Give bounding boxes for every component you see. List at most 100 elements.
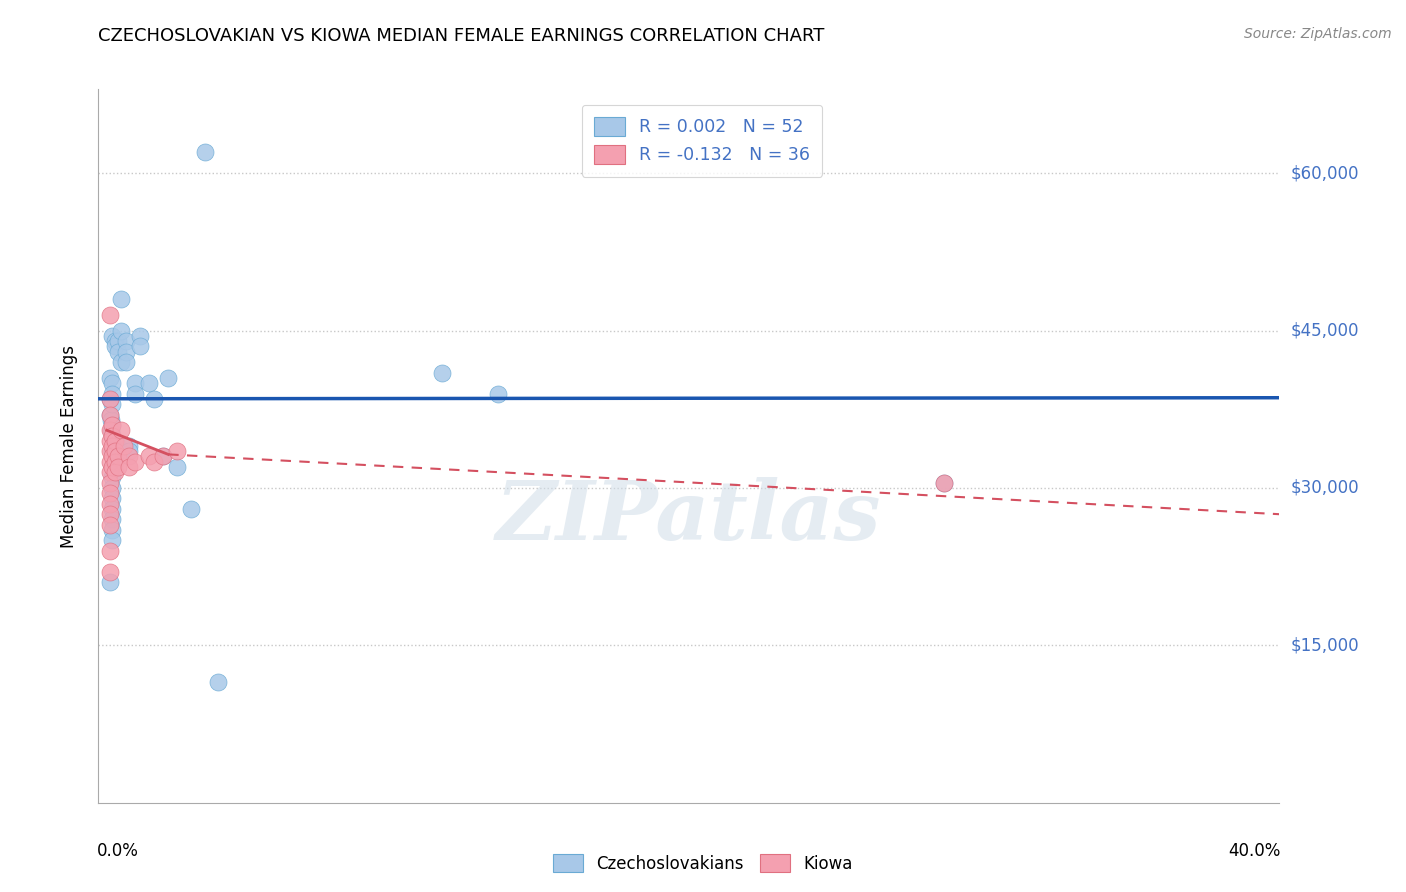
Point <box>98 392 121 406</box>
Point <box>138 450 160 464</box>
Point <box>101 417 124 432</box>
Point <box>98 507 121 521</box>
Point <box>101 460 124 475</box>
Point <box>115 334 138 348</box>
Point <box>118 450 141 464</box>
Point <box>166 460 188 475</box>
Point <box>101 439 124 453</box>
Point <box>118 460 141 475</box>
Point <box>107 444 129 458</box>
Point <box>934 475 956 490</box>
Point <box>98 444 121 458</box>
Y-axis label: Median Female Earnings: Median Female Earnings <box>59 344 77 548</box>
Point <box>104 334 127 348</box>
Point <box>107 460 129 475</box>
Point <box>430 366 453 380</box>
Point <box>101 512 124 526</box>
Point <box>934 475 956 490</box>
Point <box>110 292 132 306</box>
Point <box>98 475 121 490</box>
Point <box>104 434 127 448</box>
Text: 40.0%: 40.0% <box>1229 842 1281 860</box>
Text: $60,000: $60,000 <box>1291 164 1360 182</box>
Point <box>152 450 174 464</box>
Text: Source: ZipAtlas.com: Source: ZipAtlas.com <box>1244 27 1392 41</box>
Point <box>98 565 121 579</box>
Point <box>98 517 121 532</box>
Point <box>143 392 166 406</box>
Point <box>104 455 127 469</box>
Point <box>101 523 124 537</box>
Point <box>98 575 121 590</box>
Point <box>110 324 132 338</box>
Text: 0.0%: 0.0% <box>97 842 139 860</box>
Point <box>104 465 127 479</box>
Point <box>157 371 180 385</box>
Point <box>98 392 121 406</box>
Point <box>98 423 121 437</box>
Point <box>101 481 124 495</box>
Point <box>207 675 229 690</box>
Point <box>138 376 160 390</box>
Point <box>110 355 132 369</box>
Point <box>143 455 166 469</box>
Point <box>101 502 124 516</box>
Point <box>104 339 127 353</box>
Point <box>98 465 121 479</box>
Text: $15,000: $15,000 <box>1291 636 1360 655</box>
Point <box>107 439 129 453</box>
Point <box>101 533 124 548</box>
Text: CZECHOSLOVAKIAN VS KIOWA MEDIAN FEMALE EARNINGS CORRELATION CHART: CZECHOSLOVAKIAN VS KIOWA MEDIAN FEMALE E… <box>98 27 825 45</box>
Point <box>98 486 121 500</box>
Text: ZIPatlas: ZIPatlas <box>496 477 882 558</box>
Point <box>129 339 152 353</box>
Text: $30,000: $30,000 <box>1291 479 1360 497</box>
Point <box>101 470 124 484</box>
Point <box>107 450 129 464</box>
Point <box>101 491 124 506</box>
Point <box>112 439 135 453</box>
Point <box>118 439 141 453</box>
Point <box>101 386 124 401</box>
Point <box>107 334 129 348</box>
Legend: R = 0.002   N = 52, R = -0.132   N = 36: R = 0.002 N = 52, R = -0.132 N = 36 <box>582 105 823 177</box>
Point <box>124 376 146 390</box>
Point <box>98 371 121 385</box>
Point <box>101 417 124 432</box>
Legend: Czechoslovakians, Kiowa: Czechoslovakians, Kiowa <box>546 847 860 880</box>
Point <box>110 423 132 437</box>
Point <box>180 502 202 516</box>
Point <box>118 444 141 458</box>
Point <box>104 444 127 458</box>
Point <box>152 450 174 464</box>
Text: $45,000: $45,000 <box>1291 321 1360 340</box>
Point <box>129 328 152 343</box>
Point <box>98 408 121 422</box>
Point <box>100 413 122 427</box>
Point <box>104 455 127 469</box>
Point <box>98 408 121 422</box>
Point <box>98 455 121 469</box>
Point <box>101 397 124 411</box>
Point <box>115 355 138 369</box>
Point <box>107 344 129 359</box>
Point <box>98 434 121 448</box>
Point <box>124 386 146 401</box>
Point <box>101 428 124 442</box>
Point <box>98 497 121 511</box>
Point <box>166 444 188 458</box>
Point <box>115 344 138 359</box>
Point <box>98 308 121 322</box>
Point <box>124 455 146 469</box>
Point <box>101 328 124 343</box>
Point <box>101 376 124 390</box>
Point <box>101 444 124 458</box>
Point <box>486 386 509 401</box>
Point <box>101 450 124 464</box>
Point <box>98 544 121 558</box>
Point <box>104 450 127 464</box>
Point <box>193 145 215 160</box>
Point <box>101 460 124 475</box>
Point <box>100 423 122 437</box>
Point <box>101 428 124 442</box>
